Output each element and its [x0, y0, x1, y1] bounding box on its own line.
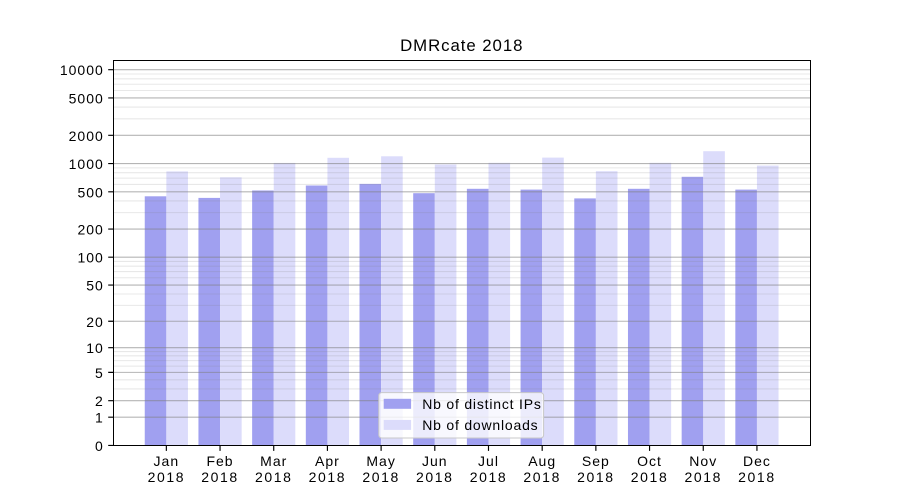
- svg-text:2018: 2018: [201, 469, 239, 485]
- svg-text:2018: 2018: [362, 469, 400, 485]
- svg-text:0: 0: [95, 438, 104, 454]
- svg-text:10000: 10000: [60, 62, 104, 78]
- svg-text:100: 100: [77, 250, 103, 266]
- svg-text:Jul: Jul: [478, 453, 499, 469]
- svg-text:2018: 2018: [523, 469, 561, 485]
- svg-text:500: 500: [77, 184, 103, 200]
- svg-text:Apr: Apr: [315, 453, 340, 469]
- svg-text:1000: 1000: [69, 156, 104, 172]
- svg-text:Sep: Sep: [582, 453, 610, 469]
- svg-text:2018: 2018: [577, 469, 615, 485]
- svg-text:1: 1: [95, 410, 104, 426]
- svg-text:2018: 2018: [631, 469, 669, 485]
- svg-text:20: 20: [86, 314, 104, 330]
- svg-text:May: May: [366, 453, 395, 469]
- svg-text:2: 2: [95, 393, 104, 409]
- svg-text:2018: 2018: [470, 469, 508, 485]
- svg-text:5000: 5000: [69, 90, 104, 106]
- svg-text:Mar: Mar: [260, 453, 287, 469]
- svg-text:2018: 2018: [684, 469, 722, 485]
- svg-text:2018: 2018: [309, 469, 347, 485]
- svg-text:5: 5: [95, 365, 104, 381]
- svg-text:10: 10: [86, 340, 104, 356]
- svg-text:Aug: Aug: [528, 453, 556, 469]
- svg-text:Oct: Oct: [637, 453, 662, 469]
- svg-text:2018: 2018: [148, 469, 186, 485]
- svg-text:200: 200: [77, 222, 103, 238]
- svg-text:Dec: Dec: [743, 453, 771, 469]
- svg-text:2018: 2018: [255, 469, 293, 485]
- svg-text:Feb: Feb: [206, 453, 233, 469]
- svg-text:Jan: Jan: [154, 453, 180, 469]
- svg-text:2000: 2000: [69, 128, 104, 144]
- svg-text:Jun: Jun: [422, 453, 448, 469]
- svg-text:2018: 2018: [416, 469, 454, 485]
- svg-text:Nb of downloads: Nb of downloads: [422, 417, 538, 433]
- svg-text:50: 50: [86, 278, 104, 294]
- svg-text:DMRcate 2018: DMRcate 2018: [400, 36, 523, 55]
- svg-text:Nb of distinct IPs: Nb of distinct IPs: [422, 396, 541, 412]
- svg-text:2018: 2018: [738, 469, 776, 485]
- svg-text:Nov: Nov: [689, 453, 717, 469]
